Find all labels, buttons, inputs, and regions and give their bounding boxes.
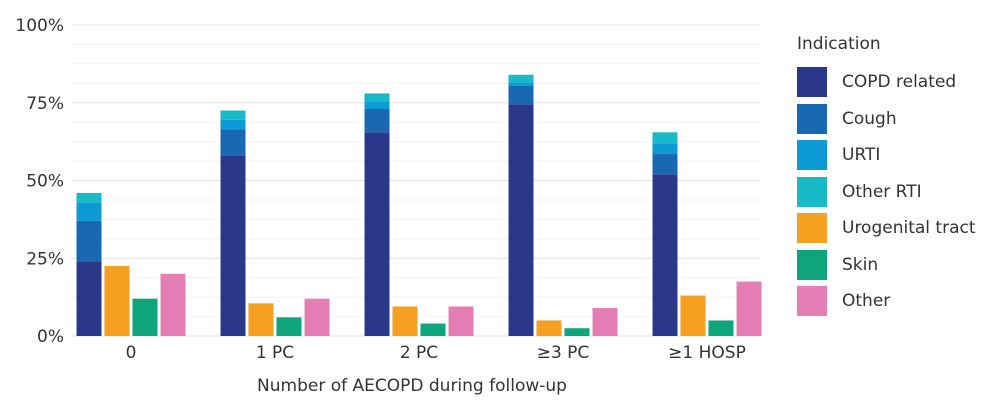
bar-skin xyxy=(276,317,302,336)
x-axis-ticks: 0 1 PC 2 PC ≥3 PC ≥1 HOSP xyxy=(126,343,746,363)
legend-swatch xyxy=(797,103,827,134)
bar-skin xyxy=(132,298,158,336)
bar-urogenital-tract xyxy=(536,320,562,336)
bar-segment-urti xyxy=(508,82,534,86)
bar-segment-copd-related xyxy=(220,155,246,336)
gridlines xyxy=(72,24,760,337)
bar-skin xyxy=(420,323,446,336)
bars xyxy=(76,74,762,337)
bar-skin xyxy=(708,320,734,336)
bar-segment-other-rti xyxy=(508,74,534,83)
legend-label: Other xyxy=(842,291,891,312)
legend-item: Urogenital tract xyxy=(797,210,976,247)
x-tick-label: 1 PC xyxy=(256,343,294,363)
bar-segment-urti xyxy=(364,101,390,109)
bar-segment-cough xyxy=(652,154,678,175)
legend-swatch xyxy=(797,67,827,98)
x-tick-label: ≥1 HOSP xyxy=(668,343,746,363)
legend-swatch xyxy=(797,140,827,171)
legend-swatch xyxy=(797,249,827,280)
legend-label: Cough xyxy=(842,108,897,129)
legend-swatch xyxy=(797,286,827,317)
bar-segment-cough xyxy=(220,129,246,156)
bar-segment-other-rti xyxy=(652,132,678,144)
bar-segment-copd-related xyxy=(652,174,678,336)
bar-other xyxy=(592,308,618,336)
legend-label: COPD related xyxy=(842,72,957,93)
legend-item: Other RTI xyxy=(797,174,976,211)
legend-label: URTI xyxy=(842,145,881,166)
x-axis-label: Number of AECOPD during follow-up xyxy=(257,376,567,396)
bar-segment-other-rti xyxy=(76,192,102,203)
bar-other xyxy=(448,306,474,336)
legend: Indication COPD related Cough URTI Other RT… xyxy=(797,34,976,320)
bar-segment-cough xyxy=(76,220,102,262)
legend-item: URTI xyxy=(797,137,976,174)
bar-urogenital-tract xyxy=(248,303,274,336)
y-tick-label: 50% xyxy=(26,172,64,192)
x-tick-label: ≥3 PC xyxy=(537,343,590,363)
legend-swatch xyxy=(797,213,827,244)
legend-item: Other xyxy=(797,283,976,320)
bar-segment-other-rti xyxy=(220,110,246,120)
bar-other xyxy=(160,273,186,336)
bar-segment-copd-related xyxy=(508,104,534,337)
bar-segment-copd-related xyxy=(364,132,390,336)
legend-item: COPD related xyxy=(797,64,976,101)
bar-segment-cough xyxy=(508,85,534,105)
legend-label: Other RTI xyxy=(842,181,922,202)
legend-label: Skin xyxy=(842,254,879,275)
x-tick-label: 0 xyxy=(126,343,137,363)
bar-segment-cough xyxy=(364,108,390,133)
y-axis-ticks: 0% 25% 50% 75% 100% xyxy=(15,16,64,347)
bar-segment-urti xyxy=(220,119,246,130)
bar-segment-urti xyxy=(652,143,678,155)
legend-items: COPD related Cough URTI Other RTI Urogenital… xyxy=(797,64,976,320)
legend-item: Skin xyxy=(797,247,976,284)
bar-urogenital-tract xyxy=(104,266,130,336)
bar-urogenital-tract xyxy=(392,306,418,336)
x-tick-label: 2 PC xyxy=(400,343,438,363)
bar-segment-other-rti xyxy=(364,93,390,102)
y-tick-label: 100% xyxy=(15,16,64,36)
y-tick-label: 75% xyxy=(26,94,64,114)
bar-other xyxy=(736,281,762,336)
bar-segment-copd-related xyxy=(76,261,102,336)
legend-swatch xyxy=(797,176,827,207)
legend-label: Urogenital tract xyxy=(842,218,976,239)
y-tick-label: 0% xyxy=(37,327,64,347)
bar-urogenital-tract xyxy=(680,295,706,336)
y-tick-label: 25% xyxy=(26,249,64,269)
bar-other xyxy=(304,298,330,336)
legend-title: Indication xyxy=(797,34,881,54)
bar-segment-urti xyxy=(76,202,102,221)
legend-item: Cough xyxy=(797,101,976,138)
bar-skin xyxy=(564,328,590,336)
